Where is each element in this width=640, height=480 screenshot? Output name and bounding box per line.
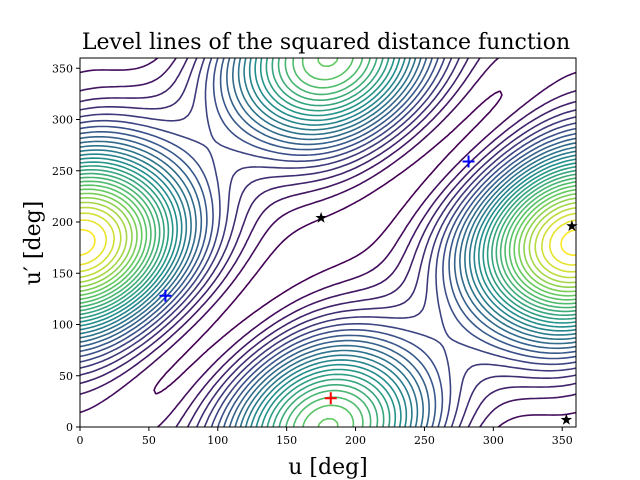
x-tick-label: 350 bbox=[552, 434, 573, 447]
axis-ticks: 0 50 100 150 200 250 300 350 0 50 100 150 200 250 300 3… bbox=[52, 62, 573, 447]
saddle-marker bbox=[566, 220, 578, 231]
contour-level bbox=[80, 197, 576, 288]
y-tick-label: 50 bbox=[59, 370, 73, 383]
contour-level bbox=[80, 58, 576, 427]
contour-level bbox=[80, 58, 576, 427]
contour-level bbox=[80, 58, 576, 427]
contour-level bbox=[80, 58, 576, 427]
saddle-marker bbox=[560, 413, 573, 425]
x-tick-label: 50 bbox=[142, 434, 156, 447]
minimum-marker bbox=[159, 289, 172, 302]
maximum-marker bbox=[324, 392, 337, 405]
contour-level bbox=[80, 58, 576, 427]
x-tick-label: 150 bbox=[276, 434, 297, 447]
contour-level bbox=[80, 58, 576, 427]
plot-frame bbox=[79, 57, 577, 428]
y-tick-label: 250 bbox=[52, 165, 73, 178]
contour-level bbox=[80, 58, 576, 427]
x-tick-label: 250 bbox=[414, 434, 435, 447]
y-tick-label: 0 bbox=[66, 421, 73, 434]
contour-level bbox=[80, 58, 576, 427]
x-tick-label: 200 bbox=[345, 434, 366, 447]
contour-level bbox=[80, 206, 576, 279]
contour-level bbox=[80, 58, 576, 427]
minimum-marker bbox=[462, 155, 475, 168]
contour-level bbox=[80, 201, 576, 284]
y-tick-label: 300 bbox=[52, 114, 73, 127]
chart-title: Level lines of the squared distance func… bbox=[82, 30, 570, 55]
y-tick-label: 100 bbox=[52, 319, 73, 332]
contour-level bbox=[80, 228, 576, 257]
critical-point-markers bbox=[159, 155, 578, 425]
contour-level bbox=[80, 58, 576, 427]
contour-level bbox=[80, 219, 576, 266]
y-tick-label: 150 bbox=[52, 267, 73, 280]
x-tick-label: 0 bbox=[77, 434, 84, 447]
saddle-marker bbox=[315, 211, 327, 223]
contour-level bbox=[80, 58, 576, 427]
x-tick-label: 100 bbox=[207, 434, 228, 447]
contour-level bbox=[153, 90, 503, 395]
contour-level bbox=[80, 58, 576, 427]
contour-lines bbox=[80, 58, 576, 427]
contour-level bbox=[80, 58, 576, 427]
contour-level bbox=[80, 58, 576, 427]
contour-level bbox=[80, 58, 576, 427]
contour-level bbox=[80, 58, 576, 427]
contour-level bbox=[80, 58, 576, 427]
y-tick-label: 200 bbox=[52, 216, 73, 229]
contour-level bbox=[80, 58, 576, 427]
contour-level bbox=[80, 212, 576, 273]
y-axis-label: u′ [deg] bbox=[21, 201, 46, 286]
x-axis-label: u [deg] bbox=[288, 455, 368, 480]
contour-level bbox=[80, 58, 576, 427]
contour-level bbox=[80, 58, 576, 427]
contour-level bbox=[80, 192, 576, 293]
y-tick-label: 350 bbox=[52, 62, 73, 75]
contour-level bbox=[80, 58, 576, 427]
x-tick-label: 300 bbox=[483, 434, 504, 447]
